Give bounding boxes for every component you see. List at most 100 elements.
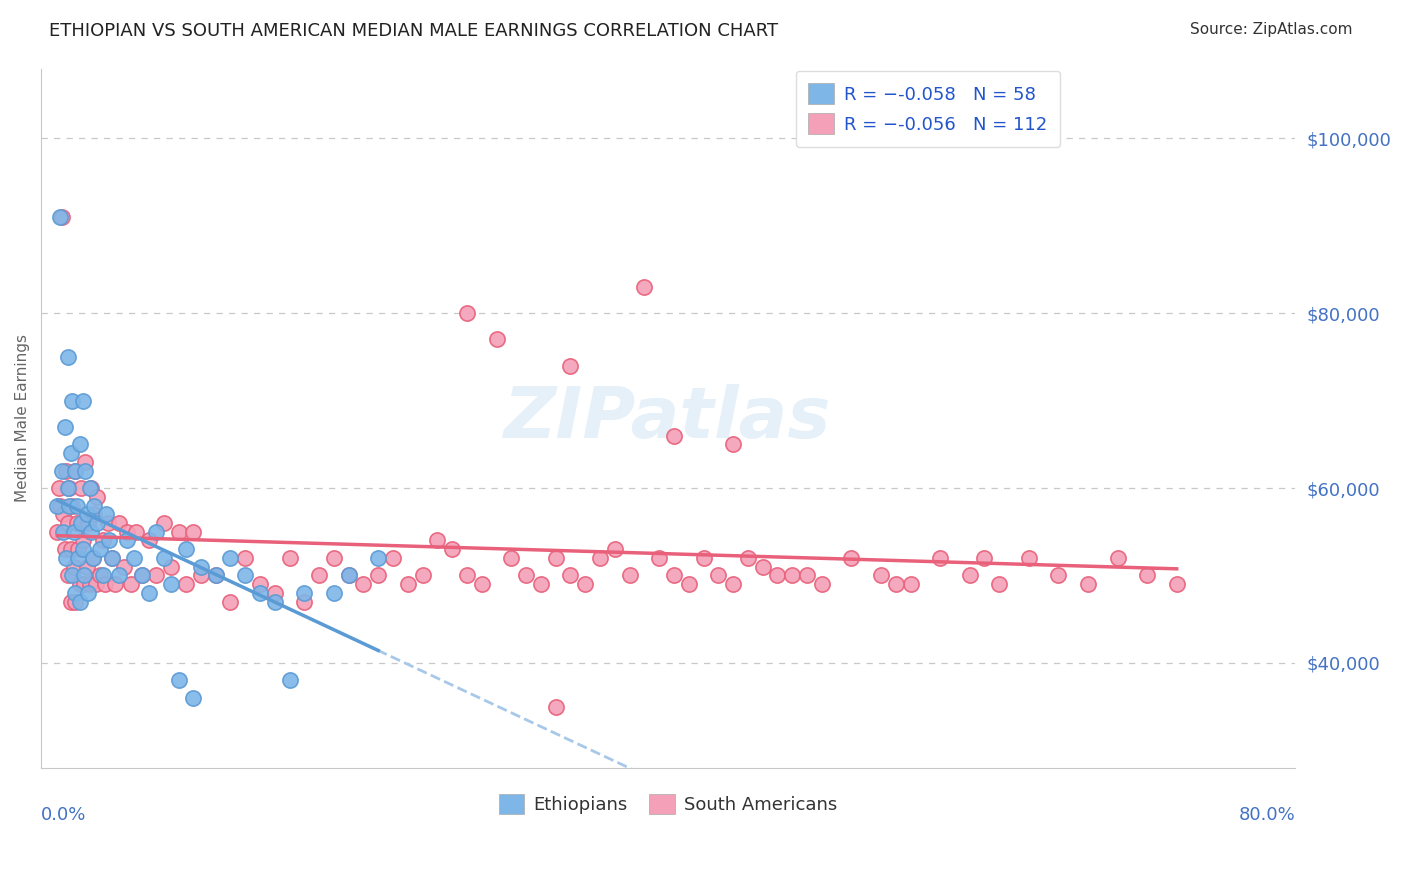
Point <box>72 393 94 408</box>
Point <box>662 568 685 582</box>
Point <box>678 577 700 591</box>
Point <box>263 594 285 608</box>
Point <box>233 551 256 566</box>
Point <box>337 568 360 582</box>
Point <box>249 577 271 591</box>
Legend: Ethiopians, South Americans: Ethiopians, South Americans <box>492 787 844 822</box>
Point <box>603 542 626 557</box>
Point <box>52 508 75 522</box>
Point <box>46 524 69 539</box>
Point <box>67 542 90 557</box>
Point <box>560 359 582 373</box>
Point <box>988 577 1011 591</box>
Point <box>153 551 176 566</box>
Point <box>530 577 553 591</box>
Point <box>69 594 91 608</box>
Point <box>308 568 330 582</box>
Point <box>72 542 94 557</box>
Point <box>204 568 226 582</box>
Point <box>60 499 83 513</box>
Point <box>292 594 315 608</box>
Point <box>145 524 167 539</box>
Point <box>737 551 759 566</box>
Point <box>73 568 96 582</box>
Point <box>96 508 118 522</box>
Point <box>183 524 205 539</box>
Point <box>63 586 86 600</box>
Point <box>1107 551 1129 566</box>
Point <box>544 699 567 714</box>
Point <box>131 568 153 582</box>
Point <box>382 551 405 566</box>
Point <box>707 568 730 582</box>
Point <box>52 524 75 539</box>
Point <box>138 586 160 600</box>
Point <box>337 568 360 582</box>
Point <box>83 508 105 522</box>
Point <box>1018 551 1040 566</box>
Y-axis label: Median Male Earnings: Median Male Earnings <box>15 334 30 502</box>
Point <box>900 577 922 591</box>
Point <box>75 455 97 469</box>
Point <box>79 481 101 495</box>
Point <box>1047 568 1070 582</box>
Point <box>80 524 103 539</box>
Point <box>662 428 685 442</box>
Point <box>249 586 271 600</box>
Point <box>59 594 82 608</box>
Point <box>67 551 90 566</box>
Point <box>58 499 80 513</box>
Point <box>456 306 478 320</box>
Point <box>101 551 124 566</box>
Point <box>353 577 375 591</box>
Point <box>884 577 907 591</box>
Point <box>619 568 641 582</box>
Point <box>63 464 86 478</box>
Point <box>86 490 108 504</box>
Point <box>485 333 508 347</box>
Point <box>46 499 69 513</box>
Text: ZIPatlas: ZIPatlas <box>505 384 832 452</box>
Point <box>82 551 104 566</box>
Point <box>56 481 79 495</box>
Point <box>278 551 301 566</box>
Point <box>65 499 87 513</box>
Point <box>63 464 86 478</box>
Point <box>160 559 183 574</box>
Point <box>120 577 142 591</box>
Point <box>138 533 160 548</box>
Point <box>204 568 226 582</box>
Point <box>93 577 115 591</box>
Point <box>160 577 183 591</box>
Point <box>59 446 82 460</box>
Point <box>89 542 111 557</box>
Point <box>62 524 84 539</box>
Point <box>108 568 131 582</box>
Point <box>544 551 567 566</box>
Point <box>796 568 818 582</box>
Text: ETHIOPIAN VS SOUTH AMERICAN MEDIAN MALE EARNINGS CORRELATION CHART: ETHIOPIAN VS SOUTH AMERICAN MEDIAN MALE … <box>49 22 779 40</box>
Point <box>721 437 744 451</box>
Point <box>219 551 242 566</box>
Point <box>322 551 344 566</box>
Point <box>55 464 77 478</box>
Point <box>1166 577 1188 591</box>
Point <box>426 533 449 548</box>
Point <box>263 586 285 600</box>
Point <box>190 559 212 574</box>
Point <box>53 542 76 557</box>
Point <box>841 551 863 566</box>
Point <box>145 568 167 582</box>
Point <box>108 516 131 530</box>
Point <box>233 568 256 582</box>
Point <box>63 594 86 608</box>
Point <box>560 568 582 582</box>
Point <box>766 568 789 582</box>
Point <box>959 568 981 582</box>
Point <box>77 586 100 600</box>
Point <box>292 586 315 600</box>
Point <box>167 673 190 688</box>
Text: 0.0%: 0.0% <box>41 806 87 824</box>
Point <box>174 577 197 591</box>
Point <box>131 568 153 582</box>
